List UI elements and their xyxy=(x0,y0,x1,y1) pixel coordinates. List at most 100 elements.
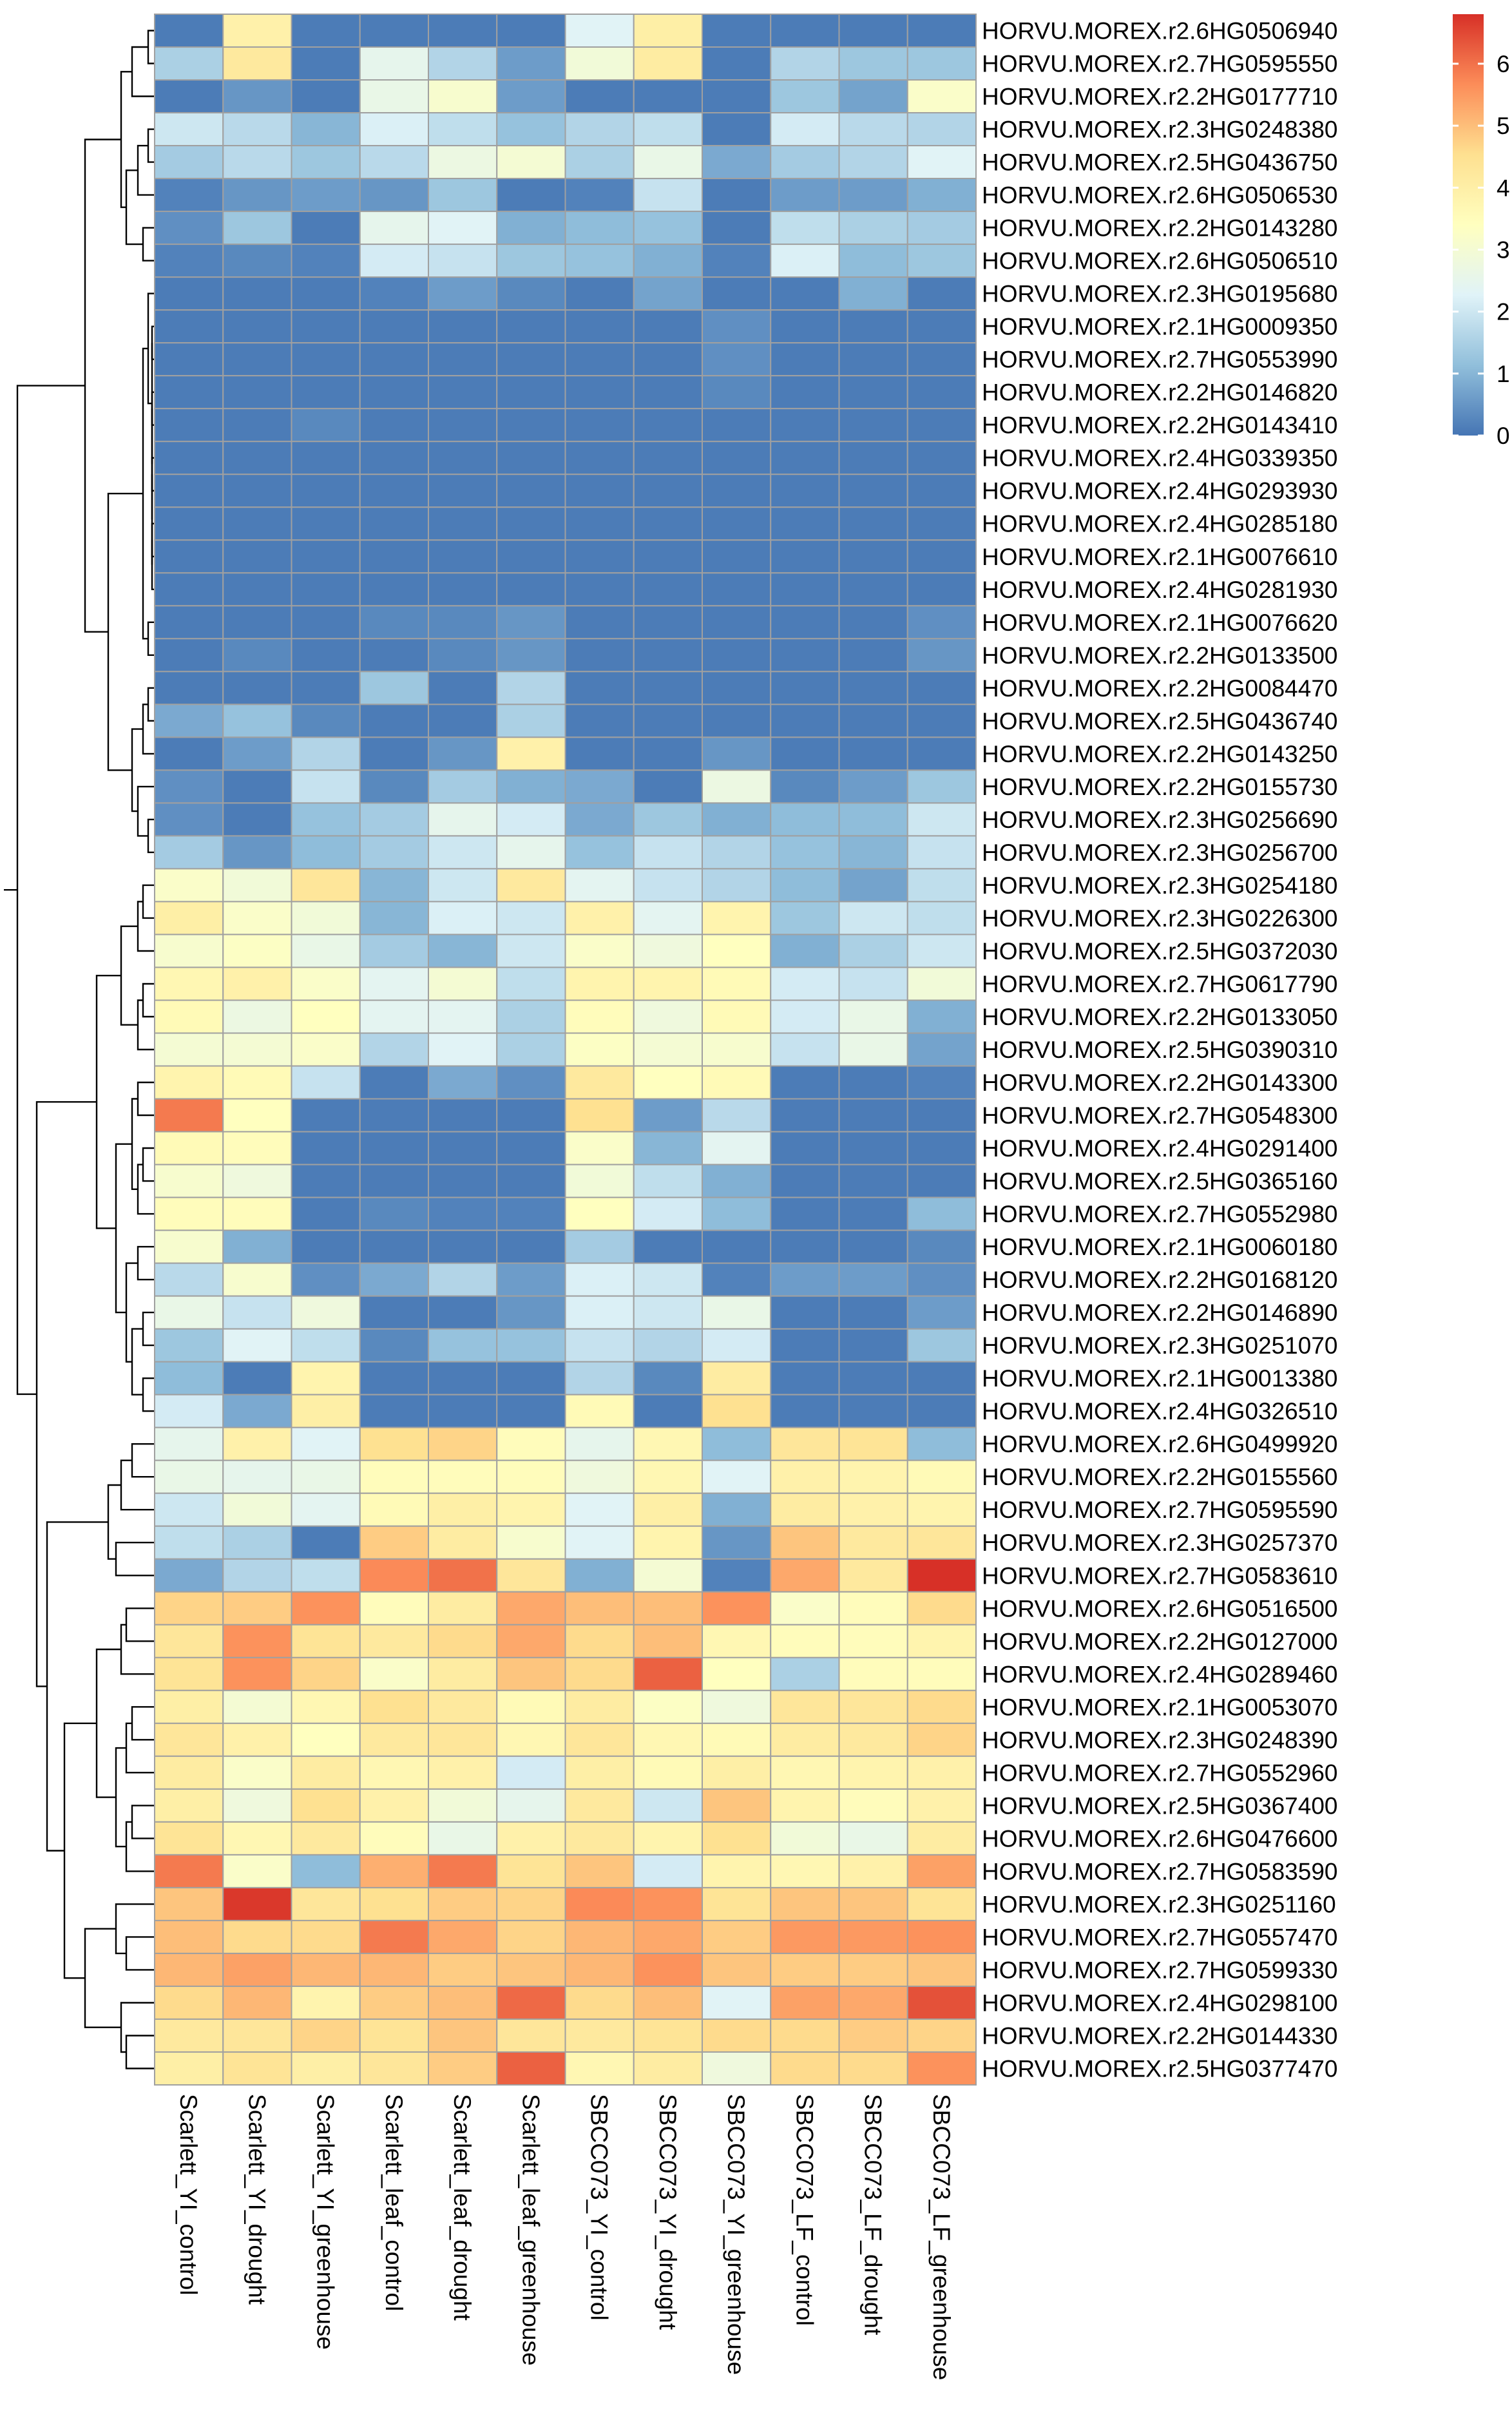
heatmap-cell xyxy=(291,2018,361,2053)
heatmap-cell xyxy=(633,835,703,870)
heatmap-cell xyxy=(154,1295,224,1330)
dendrogram-branch xyxy=(84,139,121,633)
heatmap-cell xyxy=(428,1459,498,1494)
heatmap-cell xyxy=(564,276,635,311)
heatmap-cell xyxy=(838,572,908,607)
heatmap-cell xyxy=(770,1459,840,1494)
heatmap-cell xyxy=(702,1591,772,1626)
heatmap-cell xyxy=(428,1624,498,1658)
heatmap-cell xyxy=(633,638,703,673)
heatmap-cell xyxy=(428,769,498,804)
heatmap-cell xyxy=(633,2051,703,2086)
heatmap-cell xyxy=(906,1919,977,1954)
heatmap-cell xyxy=(359,1361,429,1396)
heatmap-cell xyxy=(633,178,703,213)
heatmap-cell xyxy=(906,901,977,935)
heatmap-cell xyxy=(291,145,361,180)
heatmap-cell xyxy=(770,1952,840,1987)
heatmap-cell xyxy=(154,572,224,607)
row-label: HORVU.MOREX.r2.6HG0506940 xyxy=(982,18,1338,44)
heatmap-cell xyxy=(428,506,498,541)
heatmap-cell xyxy=(291,999,361,1034)
dendrogram-branch xyxy=(137,999,155,1051)
heatmap-cell xyxy=(359,1656,429,1691)
heatmap-cell xyxy=(496,966,566,1001)
dendrogram-branch xyxy=(120,1459,155,1511)
heatmap-cell xyxy=(838,605,908,640)
legend-tick-label: 1 xyxy=(1497,361,1510,387)
dendrogram-branch xyxy=(142,884,155,919)
heatmap-cell xyxy=(496,999,566,1034)
heatmap-cell xyxy=(633,1788,703,1823)
heatmap-cell xyxy=(154,1229,224,1264)
heatmap-cell xyxy=(906,1624,977,1658)
heatmap-cell xyxy=(222,79,292,114)
heatmap-cell xyxy=(359,474,429,508)
heatmap-cell xyxy=(564,178,635,213)
heatmap-cell xyxy=(291,1196,361,1231)
heatmap-cell xyxy=(154,178,224,213)
heatmap-cell xyxy=(770,1065,840,1100)
heatmap-cell xyxy=(496,79,566,114)
heatmap-cell xyxy=(222,1459,292,1494)
heatmap-cell xyxy=(496,441,566,475)
heatmap-cell xyxy=(906,1426,977,1461)
heatmap-cell xyxy=(633,244,703,278)
heatmap-cell xyxy=(496,1492,566,1527)
heatmap-cell xyxy=(496,572,566,607)
heatmap-cell xyxy=(838,1788,908,1823)
dendrogram-branch xyxy=(115,1542,155,1577)
heatmap-cell xyxy=(222,572,292,607)
heatmap-cell xyxy=(906,1328,977,1363)
heatmap-cell xyxy=(564,1361,635,1396)
heatmap-cell xyxy=(838,1164,908,1198)
heatmap-cell xyxy=(633,999,703,1034)
heatmap-cell xyxy=(838,145,908,180)
heatmap-cell xyxy=(428,1525,498,1560)
heatmap-cell xyxy=(838,966,908,1001)
legend-color-bar xyxy=(1453,14,1484,436)
heatmap-cell xyxy=(222,1624,292,1658)
heatmap-cell xyxy=(222,2051,292,2086)
heatmap-cell xyxy=(770,375,840,410)
heatmap-cell xyxy=(564,868,635,903)
heatmap-cell xyxy=(906,2051,977,2086)
heatmap-cell xyxy=(428,1952,498,1987)
dendrogram-branch xyxy=(142,227,155,262)
heatmap-cell xyxy=(770,2018,840,2053)
heatmap-cell xyxy=(359,441,429,475)
heatmap-cell xyxy=(291,736,361,771)
heatmap-cell xyxy=(496,539,566,574)
heatmap-cell xyxy=(770,244,840,278)
dendrogram-branch xyxy=(147,687,155,722)
heatmap-cell xyxy=(633,934,703,968)
heatmap-cell xyxy=(154,1131,224,1166)
heatmap-cell xyxy=(564,1689,635,1724)
heatmap-cell xyxy=(702,605,772,640)
heatmap-cell xyxy=(838,244,908,278)
heatmap-cell xyxy=(564,769,635,804)
heatmap-cell xyxy=(428,638,498,673)
heatmap-cell xyxy=(154,1492,224,1527)
heatmap-cell xyxy=(838,1229,908,1264)
row-label: HORVU.MOREX.r2.3HG0195680 xyxy=(982,281,1338,307)
row-label: HORVU.MOREX.r2.7HG0552980 xyxy=(982,1201,1338,1227)
heatmap-cell xyxy=(702,1295,772,1330)
heatmap-cell xyxy=(496,1624,566,1658)
heatmap-cell xyxy=(770,1788,840,1823)
heatmap-cell xyxy=(770,966,840,1001)
heatmap-cell xyxy=(291,1919,361,1954)
column-label: Scarlett_leaf_drought xyxy=(449,2094,475,2321)
heatmap-cell xyxy=(428,14,498,48)
heatmap-cell xyxy=(291,1426,361,1461)
heatmap-cell xyxy=(222,474,292,508)
heatmap-cell xyxy=(359,901,429,935)
heatmap-cell xyxy=(496,1821,566,1856)
heatmap-cell xyxy=(702,1558,772,1593)
row-label: HORVU.MOREX.r2.5HG0372030 xyxy=(982,938,1338,964)
row-label: HORVU.MOREX.r2.3HG0254180 xyxy=(982,872,1338,899)
row-label: HORVU.MOREX.r2.5HG0367400 xyxy=(982,1792,1338,1819)
heatmap-cell xyxy=(564,638,635,673)
heatmap-cell xyxy=(633,1196,703,1231)
heatmap-cell xyxy=(702,1196,772,1231)
